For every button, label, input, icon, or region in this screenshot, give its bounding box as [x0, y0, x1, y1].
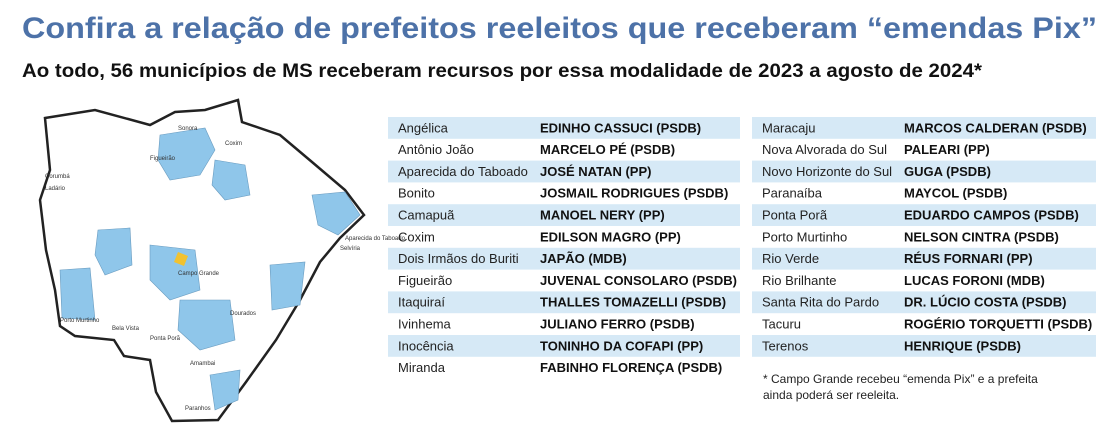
map-label: Selvíria [340, 246, 361, 252]
map-label: Amambai [190, 361, 215, 367]
mayor: DR. LÚCIO COSTA (PSDB) [904, 295, 1067, 310]
municipality: Terenos [762, 338, 809, 353]
map-label: Coxim [225, 141, 242, 147]
municipality: Coxim [398, 229, 435, 244]
mayor: PALEARI (PP) [904, 142, 990, 157]
mayor: NELSON CINTRA (PSDB) [904, 229, 1059, 244]
mayor: JOSMAIL RODRIGUES (PSDB) [540, 186, 728, 201]
mayor: LUCAS FORONI (MDB) [904, 273, 1045, 288]
municipality: Bonito [398, 186, 435, 201]
row-stripe [752, 247, 1096, 270]
region [157, 127, 216, 181]
row-stripe [752, 291, 1096, 314]
mayor: JUVENAL CONSOLARO (PSDB) [540, 273, 737, 288]
mayor: ROGÉRIO TORQUETTI (PSDB) [904, 317, 1092, 332]
map-label: Campo Grande [178, 271, 220, 277]
map-label: Corumbá [45, 174, 70, 180]
mayor: TONINHO DA COFAPI (PP) [540, 338, 703, 353]
municipality: Inocência [398, 338, 454, 353]
state-outline [38, 98, 366, 423]
municipality: Itaquiraí [398, 295, 445, 310]
municipality: Miranda [398, 360, 446, 375]
row-stripe [752, 204, 1096, 226]
mayor: MANOEL NERY (PP) [540, 208, 665, 223]
row-stripe [388, 335, 740, 357]
municipality: Dois Irmãos do Buriti [398, 251, 519, 266]
region [269, 261, 306, 311]
footnote: ainda poderá ser reeleita. [763, 388, 899, 402]
title: Confira a relação de prefeitos reeleitos… [22, 12, 1097, 45]
mayor: JAPÃO (MDB) [540, 251, 627, 266]
mayor: MARCOS CALDERAN (PSDB) [904, 120, 1087, 135]
row-stripe [752, 160, 1096, 183]
map-label: Ponta Porã [150, 336, 181, 342]
map-label: Aparecida do Taboado [345, 236, 406, 242]
footnote: * Campo Grande recebeu “emenda Pix” e a … [763, 372, 1038, 386]
mayor: EDUARDO CAMPOS (PSDB) [904, 208, 1079, 223]
mayor: EDINHO CASSUCI (PSDB) [540, 120, 701, 135]
mayor: JOSÉ NATAN (PP) [540, 164, 651, 179]
campo-grande [174, 252, 188, 266]
municipality: Rio Brilhante [762, 273, 836, 288]
mayor: GUGA (PSDB) [904, 164, 991, 179]
row-stripe [752, 117, 1096, 139]
mayor: MAYCOL (PSDB) [904, 186, 1007, 201]
map-label: Porto Murtinho [60, 318, 100, 324]
map [38, 98, 366, 423]
region [311, 191, 361, 236]
municipality: Santa Rita do Pardo [762, 295, 879, 310]
municipality: Ivinhema [398, 317, 452, 332]
row-stripe [388, 291, 740, 314]
mayor: FABINHO FLORENÇA (PSDB) [540, 360, 722, 375]
region [94, 227, 133, 276]
row-stripe [388, 117, 740, 139]
map-label: Sonora [178, 126, 198, 132]
region [177, 299, 236, 351]
row-stripe [388, 160, 740, 183]
mayor: THALLES TOMAZELLI (PSDB) [540, 295, 726, 310]
mayor: EDILSON MAGRO (PP) [540, 229, 681, 244]
map-label: Bela Vista [112, 326, 140, 332]
region [59, 267, 96, 321]
municipality: Maracaju [762, 120, 815, 135]
row-stripe [388, 247, 740, 270]
mayor: RÉUS FORNARI (PP) [904, 251, 1033, 266]
municipality: Tacuru [762, 317, 801, 332]
map-label: Ladário [45, 186, 66, 192]
municipality: Camapuã [398, 208, 455, 223]
region [211, 159, 251, 201]
map-label: Paranhos [185, 406, 211, 412]
municipality: Rio Verde [762, 251, 819, 266]
mayor: MARCELO PÉ (PSDB) [540, 142, 675, 157]
municipality: Aparecida do Taboado [398, 164, 528, 179]
subtitle: Ao todo, 56 municípios de MS receberam r… [22, 61, 983, 82]
municipality: Paranaíba [762, 186, 823, 201]
region [149, 244, 201, 301]
row-stripe [388, 204, 740, 226]
region [209, 369, 241, 411]
mayor: HENRIQUE (PSDB) [904, 338, 1021, 353]
municipality: Ponta Porã [762, 208, 828, 223]
map-label: Dourados [230, 311, 256, 317]
mayor: JULIANO FERRO (PSDB) [540, 317, 695, 332]
municipality: Figueirão [398, 273, 452, 288]
municipality: Angélica [398, 120, 449, 135]
municipality: Novo Horizonte do Sul [762, 164, 892, 179]
municipality: Nova Alvorada do Sul [762, 142, 887, 157]
row-stripe [752, 335, 1096, 357]
map-label: Figueirão [150, 156, 176, 162]
municipality: Porto Murtinho [762, 229, 847, 244]
municipality: Antônio João [398, 142, 474, 157]
